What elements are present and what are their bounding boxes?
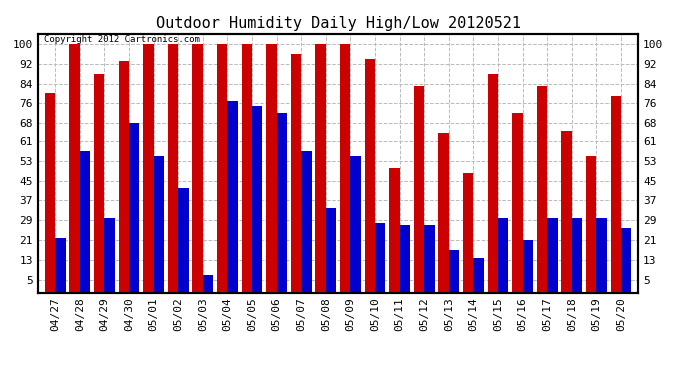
Bar bbox=[562, 131, 572, 292]
Bar bbox=[448, 250, 459, 292]
Bar bbox=[80, 151, 90, 292]
Bar bbox=[488, 74, 498, 292]
Bar bbox=[438, 133, 449, 292]
Bar bbox=[522, 240, 533, 292]
Bar bbox=[178, 188, 188, 292]
Bar bbox=[351, 156, 361, 292]
Bar bbox=[266, 44, 277, 292]
Title: Outdoor Humidity Daily High/Low 20120521: Outdoor Humidity Daily High/Low 20120521 bbox=[156, 16, 520, 31]
Bar bbox=[389, 168, 400, 292]
Bar bbox=[512, 113, 522, 292]
Bar bbox=[228, 101, 238, 292]
Bar bbox=[302, 151, 311, 292]
Bar bbox=[315, 44, 326, 292]
Bar bbox=[340, 44, 351, 292]
Bar bbox=[119, 61, 129, 292]
Bar bbox=[154, 156, 164, 292]
Bar bbox=[463, 173, 473, 292]
Bar bbox=[217, 44, 228, 292]
Bar bbox=[572, 218, 582, 292]
Bar bbox=[203, 275, 213, 292]
Bar bbox=[252, 106, 262, 292]
Bar bbox=[424, 225, 435, 292]
Bar bbox=[400, 225, 410, 292]
Bar bbox=[277, 113, 287, 292]
Bar bbox=[168, 44, 178, 292]
Bar bbox=[547, 218, 558, 292]
Bar bbox=[104, 218, 115, 292]
Bar bbox=[473, 258, 484, 292]
Bar bbox=[45, 93, 55, 292]
Bar bbox=[129, 123, 139, 292]
Bar bbox=[414, 86, 424, 292]
Bar bbox=[144, 44, 154, 292]
Bar bbox=[586, 156, 596, 292]
Bar bbox=[375, 223, 385, 292]
Bar bbox=[365, 58, 375, 292]
Bar bbox=[291, 54, 302, 292]
Bar bbox=[621, 228, 631, 292]
Bar bbox=[55, 238, 66, 292]
Bar bbox=[241, 44, 252, 292]
Bar bbox=[326, 208, 336, 292]
Bar bbox=[611, 96, 621, 292]
Bar bbox=[498, 218, 509, 292]
Text: Copyright 2012 Cartronics.com: Copyright 2012 Cartronics.com bbox=[44, 35, 200, 44]
Bar bbox=[193, 44, 203, 292]
Bar bbox=[70, 44, 80, 292]
Bar bbox=[537, 86, 547, 292]
Bar bbox=[596, 218, 607, 292]
Bar bbox=[94, 74, 104, 292]
